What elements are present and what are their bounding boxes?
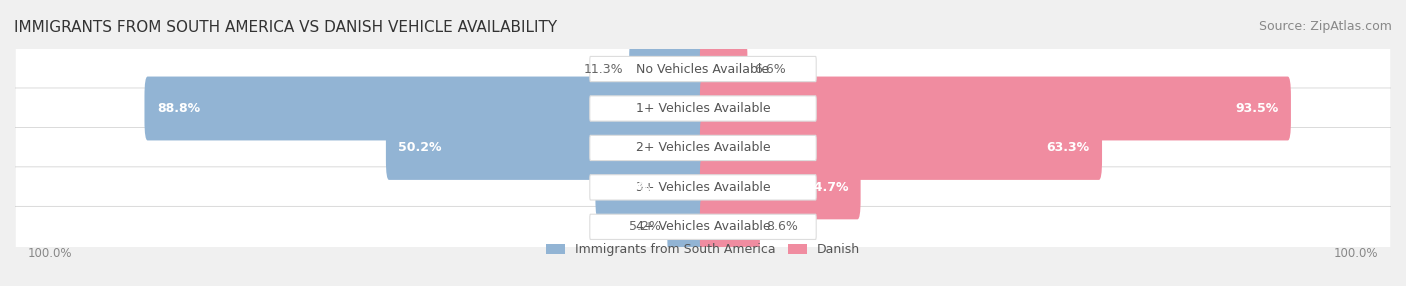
FancyBboxPatch shape (595, 155, 706, 219)
Text: 88.8%: 88.8% (157, 102, 200, 115)
Text: 4+ Vehicles Available: 4+ Vehicles Available (636, 220, 770, 233)
Text: 100.0%: 100.0% (28, 247, 72, 260)
Text: 11.3%: 11.3% (583, 63, 623, 76)
FancyBboxPatch shape (668, 195, 706, 259)
FancyBboxPatch shape (15, 206, 1391, 247)
FancyBboxPatch shape (15, 128, 1391, 168)
Text: 8.6%: 8.6% (766, 220, 799, 233)
Text: 93.5%: 93.5% (1234, 102, 1278, 115)
FancyBboxPatch shape (145, 77, 706, 140)
FancyBboxPatch shape (589, 175, 817, 200)
Text: 63.3%: 63.3% (1046, 142, 1090, 154)
FancyBboxPatch shape (589, 135, 817, 160)
Text: 3+ Vehicles Available: 3+ Vehicles Available (636, 181, 770, 194)
Text: 2+ Vehicles Available: 2+ Vehicles Available (636, 142, 770, 154)
Text: No Vehicles Available: No Vehicles Available (637, 63, 769, 76)
Text: 24.7%: 24.7% (804, 181, 848, 194)
Text: 16.7%: 16.7% (607, 181, 651, 194)
Text: 5.2%: 5.2% (630, 220, 661, 233)
Legend: Immigrants from South America, Danish: Immigrants from South America, Danish (546, 243, 860, 256)
FancyBboxPatch shape (700, 155, 860, 219)
FancyBboxPatch shape (700, 37, 748, 101)
Text: 100.0%: 100.0% (1334, 247, 1378, 260)
Text: 6.6%: 6.6% (754, 63, 786, 76)
FancyBboxPatch shape (15, 88, 1391, 129)
FancyBboxPatch shape (385, 116, 706, 180)
FancyBboxPatch shape (589, 56, 817, 82)
FancyBboxPatch shape (700, 195, 759, 259)
FancyBboxPatch shape (15, 49, 1391, 90)
FancyBboxPatch shape (700, 116, 1102, 180)
FancyBboxPatch shape (700, 77, 1291, 140)
Text: 50.2%: 50.2% (398, 142, 441, 154)
Text: 1+ Vehicles Available: 1+ Vehicles Available (636, 102, 770, 115)
Text: IMMIGRANTS FROM SOUTH AMERICA VS DANISH VEHICLE AVAILABILITY: IMMIGRANTS FROM SOUTH AMERICA VS DANISH … (14, 20, 557, 35)
FancyBboxPatch shape (589, 96, 817, 121)
Text: Source: ZipAtlas.com: Source: ZipAtlas.com (1258, 20, 1392, 33)
FancyBboxPatch shape (589, 214, 817, 239)
FancyBboxPatch shape (15, 167, 1391, 208)
FancyBboxPatch shape (630, 37, 706, 101)
